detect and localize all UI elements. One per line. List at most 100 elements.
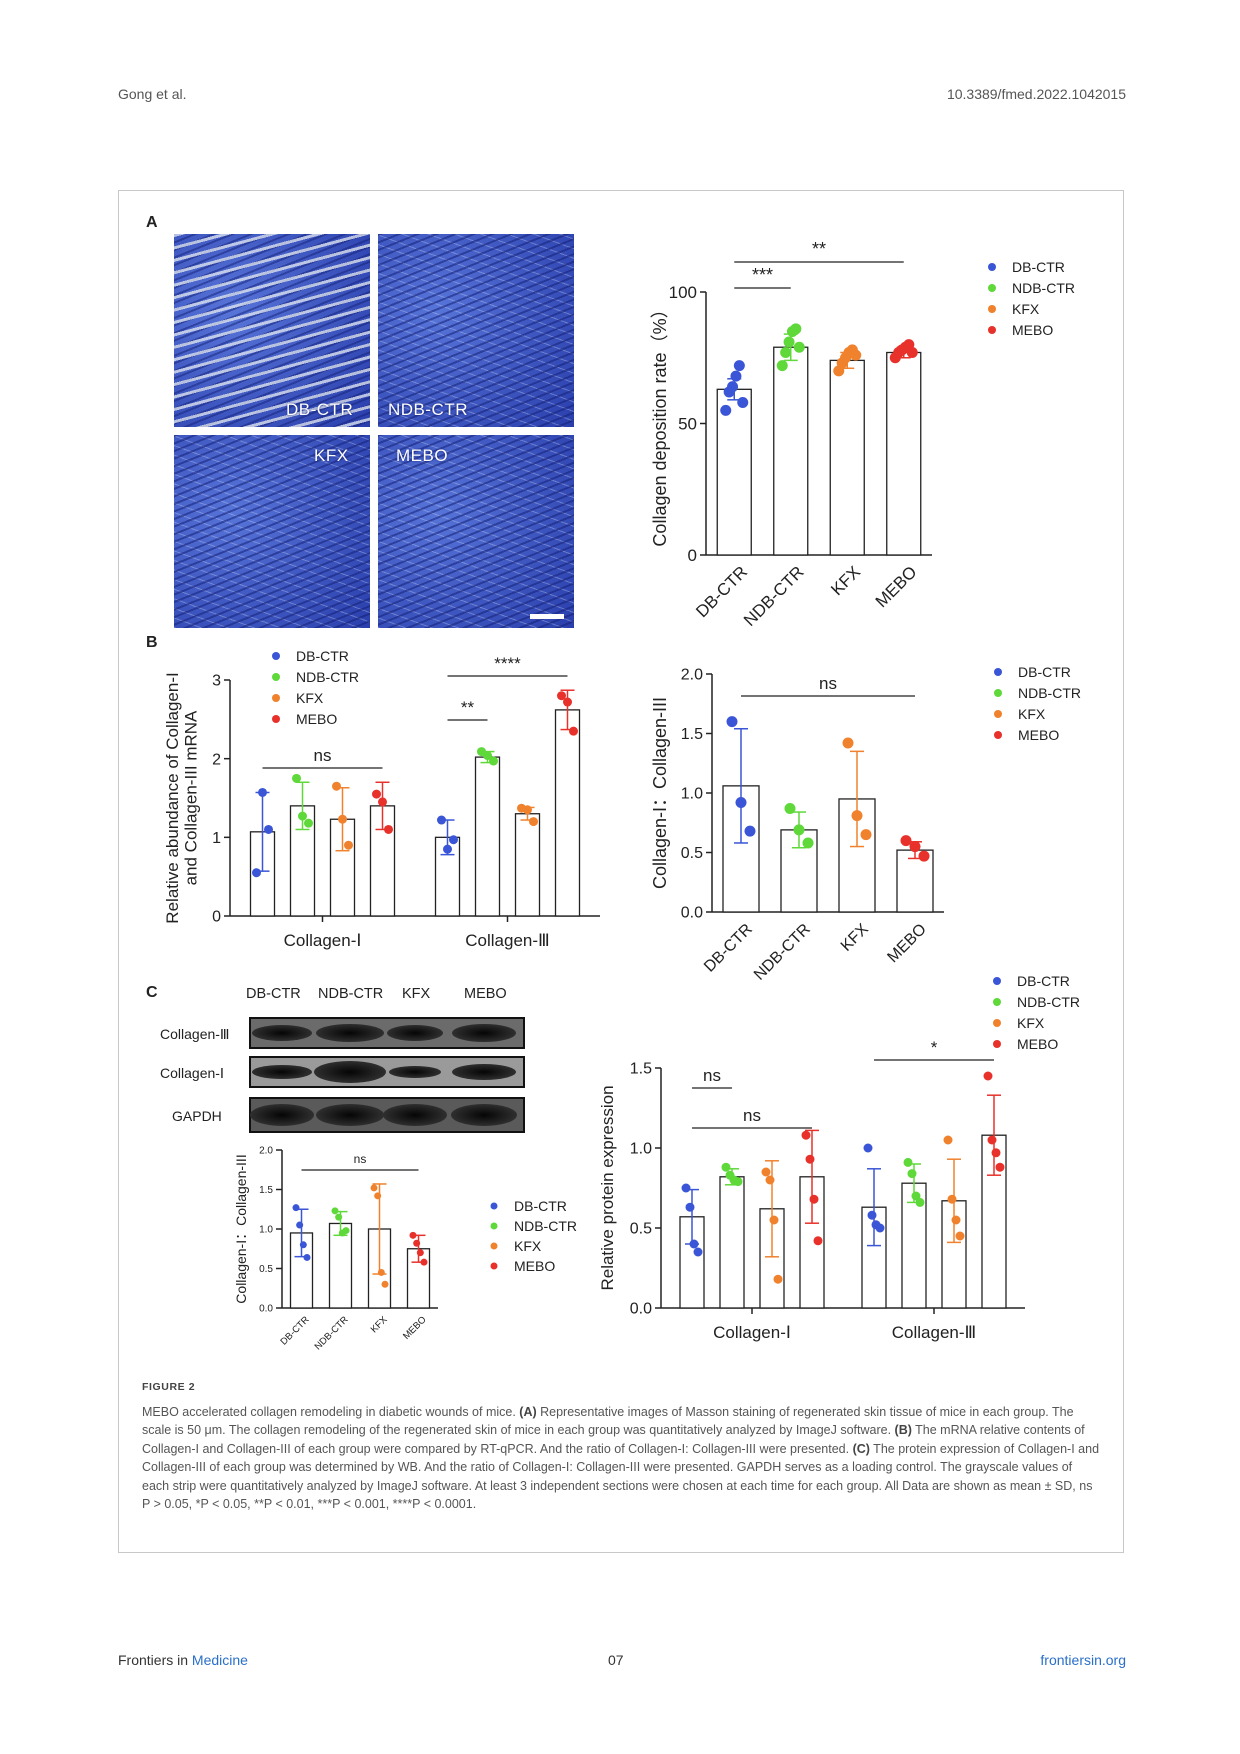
micrograph-grid: DB-CTR NDB-CTR KFX MEBO [174, 234, 574, 630]
data-point-ndb-ctr-collagen [733, 1177, 743, 1187]
y-axis-title-line: Relative abundance of Collagen-I [163, 672, 182, 923]
data-point-kfx [374, 1192, 382, 1200]
legend-marker-kfx [993, 1019, 1001, 1027]
legend-label-ndb-ctr: NDB-CTR [296, 669, 359, 685]
legend-label-mebo: MEBO [1012, 322, 1053, 338]
legend-marker-db-ctr [272, 652, 280, 660]
significance-label: **** [494, 654, 521, 673]
legend-label-kfx: KFX [514, 1238, 542, 1254]
data-point-ndb-ctr-collagen [483, 751, 492, 761]
caption-a-text: Representative images of Masson staining… [142, 1404, 1074, 1438]
blot-col-db-ctr: DB-CTR [246, 986, 301, 1002]
data-point-kfx-collagen [529, 817, 538, 827]
bar-kfx [829, 359, 865, 556]
data-point-db-ctr-collagen [863, 1143, 873, 1153]
data-point-db-ctr-collagen [264, 824, 273, 834]
data-point-ndb-ctr [802, 837, 814, 849]
footer-journal: Frontiers in Medicine [118, 1652, 248, 1668]
y-tick-label: 0.0 [681, 905, 703, 922]
legend-label-ndb-ctr: NDB-CTR [1018, 685, 1081, 701]
legend-marker-mebo [988, 326, 996, 334]
blot-strips [249, 1017, 525, 1133]
caption-text: MEBO accelerated collagen remodeling in … [142, 1403, 1100, 1514]
micrograph-ndb-ctr [378, 234, 574, 427]
legend-marker-ndb-ctr [994, 689, 1002, 697]
legend-label-kfx: KFX [296, 690, 324, 706]
y-tick-label: 3 [212, 673, 221, 690]
data-point-kfx-collagen [761, 1167, 771, 1177]
x-tick-label-kfx: KFX [369, 1314, 390, 1335]
y-axis-title: Collagen-I：Collagen-III [233, 1154, 249, 1303]
y-tick-label: 0 [212, 909, 221, 926]
micrograph-label-mebo: MEBO [396, 446, 449, 465]
data-point-mebo-collagen [991, 1148, 1001, 1158]
blot-row-collagen-iii: Collagen-Ⅲ [160, 1026, 230, 1042]
caption-a-label: (A) [519, 1404, 537, 1419]
footer-site-link[interactable]: frontiersin.org [1040, 1652, 1126, 1668]
data-point-ndb-ctr [780, 346, 792, 358]
y-axis-title-line: and Collagen-III mRNA [182, 710, 201, 885]
y-axis-title: Relative abundance of Collagen-Iand Coll… [163, 672, 201, 923]
data-point-mebo [900, 835, 912, 847]
chart-mrna-abundance: 0 1 2 3 Relative abundance of Collagen-Iand … [163, 648, 600, 950]
panel-label-b: B [146, 634, 158, 651]
y-tick-label: 100 [669, 283, 697, 302]
data-point-mebo-collagen [372, 789, 381, 799]
y-tick-label: 1.0 [630, 1141, 652, 1158]
data-point-ndb-ctr [793, 341, 805, 353]
legend-label-db-ctr: DB-CTR [1012, 259, 1065, 275]
figure-frame [118, 190, 1124, 1553]
data-point-mebo-collagen [384, 824, 393, 834]
western-blot: DB-CTR NDB-CTR KFX MEBO Collagen-Ⅲ Colla… [150, 986, 530, 1136]
legend-marker-mebo [490, 1262, 498, 1270]
y-tick-label: 2.0 [259, 1146, 273, 1157]
data-point-kfx-collagen [773, 1274, 783, 1284]
legend-marker-db-ctr [988, 263, 996, 271]
x-tick-label-mebo: MEBO [872, 562, 921, 611]
footer-journal-name: Medicine [191, 1652, 248, 1668]
data-point-db-ctr-collagen [437, 815, 446, 825]
footer-page-number: 07 [608, 1652, 624, 1668]
bar-ndb-ctr-collagen [719, 1176, 745, 1309]
caption-intro: MEBO accelerated collagen remodeling in … [142, 1404, 520, 1419]
data-point-kfx-collagen [523, 805, 532, 815]
y-axis-title: Relative protein expression [598, 1085, 617, 1290]
blot-row-collagen-i: Collagen-Ⅰ [160, 1065, 225, 1081]
bar-mebo [896, 849, 934, 913]
data-point-mebo [906, 346, 918, 358]
legend-marker-kfx [988, 305, 996, 313]
data-point-ndb-ctr-collagen [903, 1157, 913, 1167]
panel-label-a: A [146, 214, 158, 231]
chart-mrna-ratio: 0.0 0.5 1.0 1.5 2.0 Collagen-I：Collagen-III DB… [650, 664, 1081, 984]
significance-label: ns [703, 1066, 721, 1085]
data-point-mebo-collagen [983, 1071, 993, 1081]
data-point-kfx [850, 349, 862, 361]
significance-label: *** [752, 265, 773, 285]
data-point-mebo-collagen [563, 697, 572, 707]
legend-marker-mebo [272, 715, 280, 723]
blot-row-gapdh: GAPDH [172, 1108, 222, 1124]
data-point-db-ctr-collagen [443, 844, 452, 854]
chart-protein-ratio: 0.0 0.5 1.0 1.5 2.0 Collagen-I：Collagen-III DB… [233, 1146, 577, 1353]
bar-db-ctr [716, 388, 752, 556]
data-point-ndb-ctr-collagen [907, 1169, 917, 1179]
legend-marker-kfx [272, 694, 280, 702]
y-tick-label: 1.5 [681, 726, 703, 743]
y-tick-label: 2.0 [681, 667, 703, 684]
legend-label-kfx: KFX [1018, 706, 1046, 722]
data-point-ndb-ctr [790, 323, 802, 335]
significance-label: * [931, 1038, 938, 1057]
y-tick-label: 1.0 [681, 786, 703, 803]
bar-mebo [886, 351, 922, 556]
y-tick-label: 1.5 [259, 1185, 273, 1196]
panel-label-c: C [146, 984, 158, 1001]
significance-label: ns [743, 1106, 761, 1125]
data-point-db-ctr-collagen [875, 1223, 885, 1233]
bar-mebo-collagen [554, 709, 581, 917]
caption-b-label: (B) [894, 1423, 912, 1437]
data-point-db-ctr [744, 825, 756, 837]
x-group-label-2: Collagen-Ⅲ [465, 931, 550, 950]
data-point-mebo-collagen [813, 1236, 823, 1246]
data-point-db-ctr-collagen [252, 868, 261, 878]
scale-bar [530, 614, 564, 619]
